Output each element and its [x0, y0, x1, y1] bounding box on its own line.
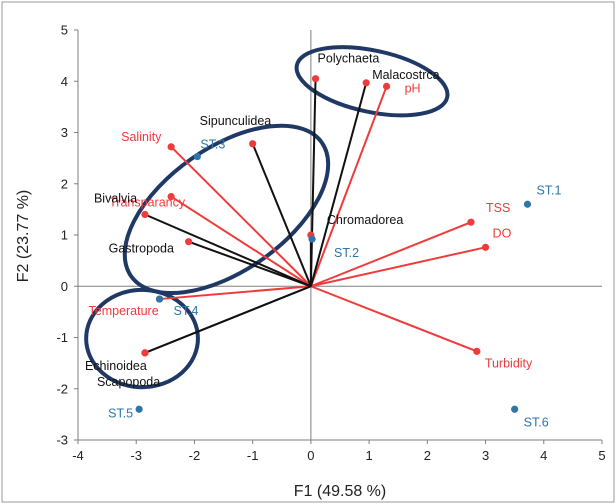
label-sipunculidea: Sipunculidea: [200, 114, 272, 128]
point-labels: Salinity Transparancy Temperature TSS DO Turb…: [85, 52, 562, 430]
label-bivalvia: Bivalvia: [94, 192, 137, 206]
point-st-5: [135, 405, 143, 413]
point-st-6: [511, 405, 519, 413]
label-salinity: Salinity: [121, 130, 162, 144]
y-tick-label: 1: [61, 228, 68, 243]
label-temperature: Temperature: [89, 304, 159, 318]
vector-sipunculidea: [251, 143, 312, 287]
x-tick-label: -3: [130, 448, 142, 463]
label-st-3: ST.3: [200, 138, 225, 152]
x-tick-label: 4: [540, 448, 547, 463]
label-scapopoda: Scapopoda: [97, 375, 160, 389]
x-tick-label: 3: [482, 448, 489, 463]
vector-salinity: [170, 146, 312, 287]
vector-turbidity: [310, 285, 478, 353]
point-ph: [382, 82, 391, 90]
point-bivalvia: [141, 210, 149, 219]
point-st-1: [523, 200, 532, 208]
x-tick-label: -1: [247, 448, 259, 463]
point-transparancy: [167, 192, 175, 201]
vector-transparancy: [170, 195, 312, 288]
label-tss: TSS: [486, 201, 510, 215]
axes-layer: -4 -3 -2 -1 0 1 2 3 4 5 -3 -2 -1 0 1 2 3 4 5: [56, 23, 605, 464]
label-st-6: ST.6: [524, 415, 549, 429]
cluster-ellipses: [84, 45, 450, 390]
point-polychaeta: [311, 75, 320, 83]
y-tick-label: -3: [56, 433, 68, 448]
x-tick-label: -4: [72, 448, 84, 463]
point-turbidity: [473, 347, 481, 355]
vector-do: [310, 246, 486, 288]
label-ph: pH: [405, 81, 421, 95]
y-axis-title: F2 (23.77 %): [15, 190, 32, 282]
x-axis-title: F1 (49.58 %): [294, 483, 386, 500]
cluster-ellipse: [294, 45, 450, 118]
label-turbidity: Turbidity: [485, 356, 533, 370]
point-st-4: [155, 295, 164, 303]
label-gastropoda: Gastropoda: [109, 242, 174, 256]
loading-vectors: [144, 78, 486, 354]
vector-gastropoda: [188, 240, 312, 288]
cluster-ellipse: [84, 287, 200, 390]
label-do: DO: [493, 226, 512, 240]
point-do: [481, 243, 490, 251]
vector-temperature: [159, 285, 311, 301]
point-malacostrca: [362, 79, 370, 87]
x-tick-label: 2: [424, 448, 431, 463]
point-gastropoda: [185, 238, 193, 246]
label-polychaeta: Polychaeta: [318, 52, 380, 66]
y-tick-label: 5: [61, 23, 68, 38]
point-salinity: [167, 143, 175, 151]
point-tss: [467, 218, 475, 226]
vector-tss: [310, 221, 472, 288]
vector-bivalvia: [144, 213, 312, 288]
vector-ph: [309, 86, 388, 287]
point-st-2: [308, 235, 316, 243]
label-chromadorea: Chromadorea: [327, 213, 403, 227]
label-transparancy: Transparancy: [109, 196, 186, 210]
cluster-ellipse: [122, 123, 331, 296]
label-malacostrca: Malacostrca: [372, 68, 439, 82]
label-echinoidea: Echinoidea: [85, 359, 147, 373]
point-st-3: [193, 152, 201, 161]
point-sipunculidea: [249, 140, 257, 148]
label-st-4: ST.4: [174, 304, 199, 318]
vector-malacostrca: [309, 82, 368, 287]
y-tick-label: 3: [61, 125, 68, 140]
label-st-2: ST.2: [334, 246, 359, 260]
x-tick-label: 0: [307, 448, 314, 463]
y-tick-label: -1: [56, 330, 68, 345]
vector-scapopoda: [144, 285, 312, 354]
y-tick-label: 0: [61, 279, 68, 294]
point-scapopoda: [141, 349, 149, 357]
x-tick-label: 1: [365, 448, 372, 463]
y-tick-label: 4: [61, 74, 68, 89]
x-tick-label: 5: [598, 448, 605, 463]
y-tick-label: -2: [56, 381, 68, 396]
x-tick-label: -2: [189, 448, 201, 463]
y-tick-label: 2: [61, 176, 68, 191]
label-st-1: ST.1: [536, 183, 561, 197]
data-points: [135, 75, 532, 413]
label-st-5: ST.5: [108, 406, 133, 420]
